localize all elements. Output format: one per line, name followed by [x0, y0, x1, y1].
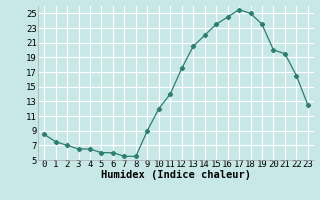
X-axis label: Humidex (Indice chaleur): Humidex (Indice chaleur): [101, 170, 251, 180]
